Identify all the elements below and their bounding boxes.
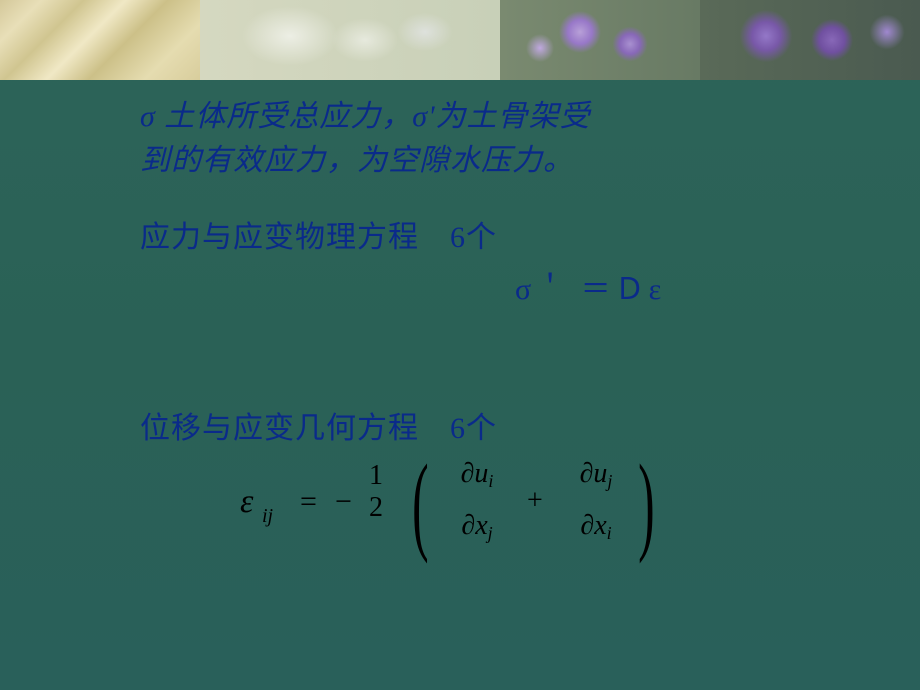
fraction-half: 1 2 xyxy=(360,460,392,524)
epsilon-symbol: ε xyxy=(240,483,253,521)
partial-fraction-1: ∂ui ∂xj xyxy=(443,457,511,542)
minus-sign: − xyxy=(335,485,352,519)
strain-equation: ε ij = − 1 2 ( ∂ui ∂xj + ∂uj ∂xi ) xyxy=(240,445,670,560)
intro-text-line1: σ 土体所受总应力，σ'为土骨架受 xyxy=(140,95,860,139)
border-segment-dry-flowers xyxy=(0,0,200,80)
equals-sign: = xyxy=(300,485,317,519)
right-paren: ) xyxy=(638,440,654,567)
plus-sign: + xyxy=(527,485,543,517)
partial-fraction-2: ∂uj ∂xi xyxy=(562,457,630,542)
border-segment-white-flowers xyxy=(200,0,500,80)
pf1-numerator: ∂ui xyxy=(443,457,511,491)
border-segment-purple-flowers-2 xyxy=(700,0,920,80)
half-numerator: 1 xyxy=(360,460,392,492)
pf2-numerator: ∂uj xyxy=(562,457,630,491)
equation1-text: σ＇ ＝Ｄε xyxy=(515,264,860,308)
intro-text-line2: 到的有效应力，为空隙水压力。 xyxy=(140,139,860,183)
slide-content: σ 土体所受总应力，σ'为土骨架受 到的有效应力，为空隙水压力。 应力与应变物理… xyxy=(140,95,860,447)
pf2-denominator: ∂xi xyxy=(562,509,630,543)
border-segment-purple-flowers-1 xyxy=(500,0,700,80)
half-denominator: 2 xyxy=(360,492,392,524)
epsilon-subscript: ij xyxy=(262,505,273,528)
floral-border xyxy=(0,0,920,80)
section2-label: 位移与应变几何方程 6个 xyxy=(140,403,860,447)
section1-label: 应力与应变物理方程 6个 xyxy=(140,212,860,256)
pf1-denominator: ∂xj xyxy=(443,509,511,543)
left-paren: ( xyxy=(412,440,428,567)
